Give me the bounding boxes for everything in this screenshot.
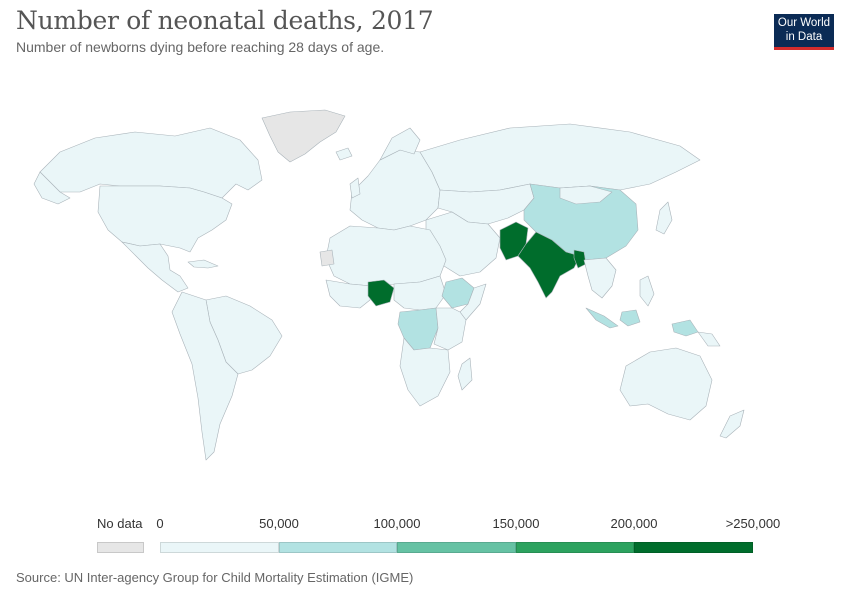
chart-subtitle: Number of newborns dying before reaching… [16, 39, 385, 55]
legend-bin-200000-250000 [634, 542, 753, 553]
legend-bin-100000-150000 [397, 542, 516, 553]
country-canada[interactable] [39, 127, 263, 199]
legend-tick-50000: 50,000 [259, 516, 299, 531]
chart-header: Number of neonatal deaths, 2017 Number o… [16, 6, 434, 55]
legend-bin-50000-100000 [279, 542, 397, 553]
map-legend: No data 0 50,000 100,000 150,000 200,000… [0, 508, 850, 558]
country-mexico[interactable] [121, 241, 189, 293]
legend-tick-200000: 200,000 [610, 516, 658, 531]
country-papua-new-guinea[interactable] [697, 331, 721, 347]
country-bangladesh[interactable] [573, 249, 587, 269]
region-central-asia[interactable] [437, 183, 535, 225]
region-north-africa[interactable] [325, 225, 447, 287]
owid-logo[interactable]: Our World in Data [774, 14, 834, 50]
country-usa[interactable] [97, 185, 233, 253]
world-map[interactable] [0, 80, 850, 480]
region-scandinavia[interactable] [379, 127, 421, 161]
region-east-africa[interactable] [433, 307, 467, 351]
country-greenland[interactable] [261, 109, 346, 163]
region-southeast-asia[interactable] [583, 257, 617, 299]
region-southern-africa[interactable] [399, 337, 451, 407]
legend-tick-100000: 100,000 [373, 516, 421, 531]
country-new-zealand[interactable] [719, 409, 745, 439]
legend-bin-150000-200000 [516, 542, 634, 553]
region-caribbean[interactable] [187, 259, 219, 269]
legend-no-data-swatch [97, 542, 144, 553]
country-madagascar[interactable] [457, 357, 473, 391]
country-philippines[interactable] [639, 275, 655, 307]
country-iceland[interactable] [335, 147, 353, 161]
country-russia[interactable] [419, 123, 701, 193]
legend-tick-250000: >250,000 [725, 516, 781, 531]
country-uk[interactable] [349, 177, 361, 199]
legend-bin-0-50000 [160, 542, 279, 553]
region-west-africa[interactable] [325, 279, 373, 309]
legend-tick-150000: 150,000 [492, 516, 540, 531]
logo-line-1: Our World [777, 17, 831, 29]
country-mongolia[interactable] [559, 185, 613, 205]
country-japan[interactable] [655, 201, 673, 235]
logo-line-2: in Data [785, 31, 823, 43]
country-nigeria[interactable] [367, 279, 395, 307]
country-australia[interactable] [619, 347, 713, 421]
chart-title: Number of neonatal deaths, 2017 [16, 6, 434, 35]
country-indonesia[interactable] [585, 307, 699, 337]
country-western-sahara[interactable] [319, 249, 335, 267]
country-alaska[interactable] [33, 171, 71, 205]
legend-tick-0: 0 [156, 516, 164, 531]
legend-no-data-label: No data [97, 516, 143, 531]
source-note: Source: UN Inter-agency Group for Child … [16, 570, 414, 585]
region-andes[interactable] [171, 291, 239, 461]
country-india[interactable] [517, 231, 581, 299]
